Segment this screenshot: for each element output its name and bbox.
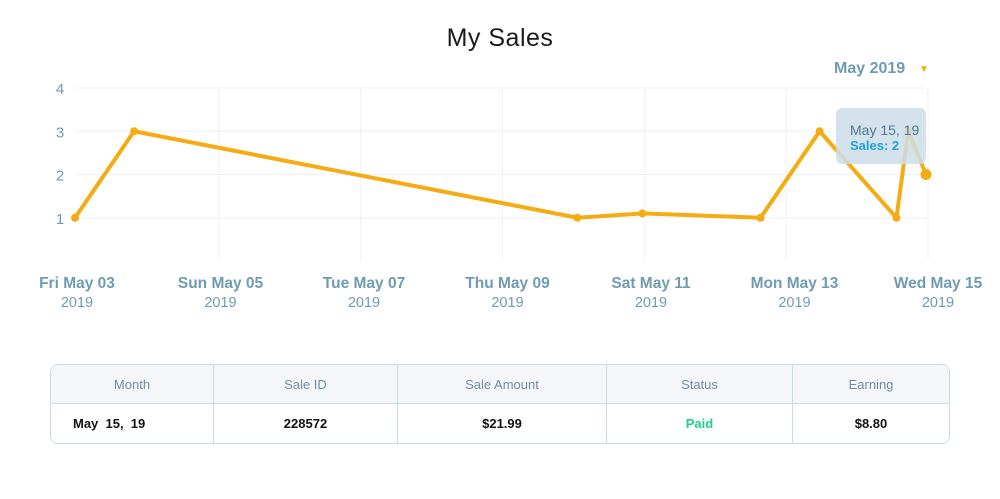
y-axis: 1 2 3 4 <box>56 81 64 228</box>
column-header-sale-id[interactable]: Sale ID <box>214 365 398 404</box>
chart-grid <box>75 87 929 261</box>
data-point[interactable] <box>892 213 901 222</box>
y-tick-label: 3 <box>56 124 64 141</box>
period-label: May 2019 <box>834 60 906 77</box>
x-tick-year: 2019 <box>635 295 667 311</box>
x-tick-year: 2019 <box>204 295 236 311</box>
cell-earning: $8.80 <box>854 416 888 431</box>
cell-month: May 15, 19 <box>51 404 214 443</box>
x-tick-label: Sun May 05 <box>178 275 264 292</box>
data-point[interactable] <box>71 213 79 222</box>
x-tick-year: 2019 <box>491 295 523 311</box>
x-tick-label: Tue May 07 <box>323 275 405 292</box>
data-point[interactable] <box>573 213 582 222</box>
x-tick-year: 2019 <box>922 295 954 311</box>
x-tick-label: Thu May 09 <box>465 275 550 292</box>
x-tick-label: Mon May 13 <box>751 275 839 292</box>
y-tick-label: 1 <box>56 211 64 228</box>
x-tick-year: 2019 <box>778 295 810 311</box>
sales-line-chart: 1 2 3 4 Fri May 03 2019 Sun May 05 2019 Tue May… <box>39 81 983 311</box>
column-header-sale-amount[interactable]: Sale Amount <box>398 365 607 404</box>
x-tick-label: Fri May 03 <box>39 275 115 292</box>
column-header-earning[interactable]: Earning <box>793 365 949 404</box>
column-header-status[interactable]: Status <box>607 365 793 404</box>
y-tick-label: 2 <box>56 168 64 185</box>
x-tick-year: 2019 <box>61 295 93 311</box>
tooltip-date: May 15, 19 <box>850 122 920 138</box>
x-tick-label: Sat May 11 <box>611 275 691 292</box>
page-title: My Sales <box>446 24 554 52</box>
column-header-month[interactable]: Month <box>51 365 214 404</box>
period-dropdown[interactable]: May 2019 ▼ <box>834 60 929 78</box>
x-axis: Fri May 03 2019 Sun May 05 2019 Tue May 07 20… <box>39 275 983 311</box>
table-row[interactable]: May 15, 19 228572 $21.99 Paid $8.80 <box>51 404 949 443</box>
data-point[interactable] <box>920 169 932 180</box>
x-tick-year: 2019 <box>348 295 380 311</box>
chevron-down-icon[interactable]: ▼ <box>919 63 930 75</box>
table-header-row: Month Sale ID Sale Amount Status Earning <box>51 365 949 404</box>
data-point[interactable] <box>815 127 824 136</box>
chart-tooltip: May 15, 19 Sales: 2 <box>836 108 926 164</box>
data-point[interactable] <box>130 127 139 136</box>
status-badge: Paid <box>607 404 793 443</box>
x-tick-label: Wed May 15 <box>894 275 983 292</box>
y-tick-label: 4 <box>56 81 64 98</box>
data-point[interactable] <box>756 213 765 222</box>
data-point[interactable] <box>638 209 647 218</box>
cell-sale-amount: $21.99 <box>398 404 607 443</box>
sales-table: Month Sale ID Sale Amount Status Earning… <box>50 364 950 444</box>
tooltip-value: Sales: 2 <box>850 138 900 153</box>
cell-sale-id: 228572 <box>214 404 398 443</box>
